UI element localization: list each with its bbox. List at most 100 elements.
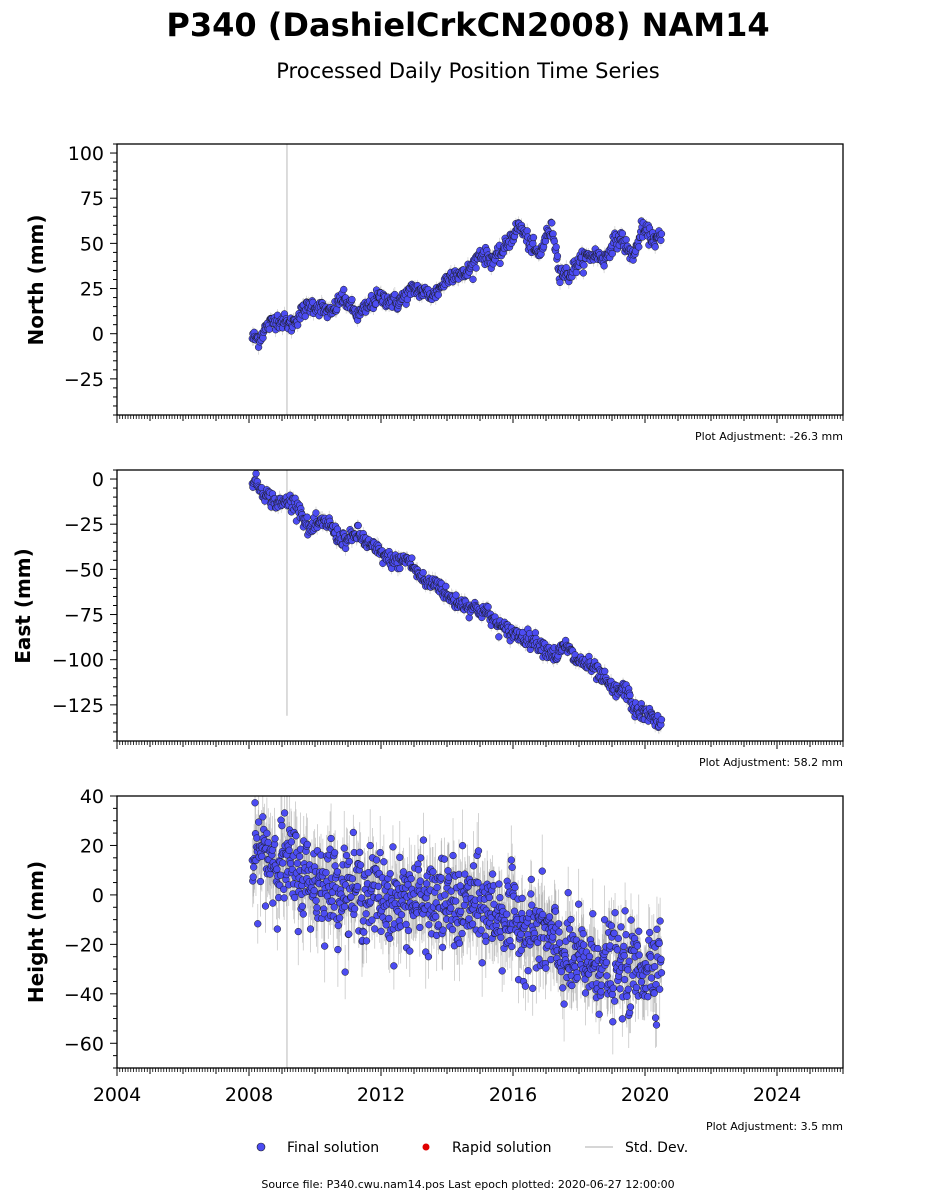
data-point bbox=[249, 873, 257, 881]
data-point bbox=[380, 858, 388, 866]
y-tick-label: −75 bbox=[64, 605, 104, 627]
data-point bbox=[614, 934, 622, 943]
data-point bbox=[312, 509, 320, 517]
data-point bbox=[620, 952, 628, 960]
data-point bbox=[635, 951, 643, 959]
y-axis-label: East (mm) bbox=[11, 548, 35, 664]
data-point bbox=[527, 890, 535, 898]
data-point bbox=[539, 910, 547, 919]
data-point bbox=[334, 945, 342, 954]
data-point bbox=[419, 836, 428, 844]
data-point bbox=[330, 903, 338, 911]
data-point bbox=[594, 944, 602, 953]
data-point bbox=[646, 953, 655, 961]
y-axis-label: North (mm) bbox=[24, 214, 48, 345]
data-point bbox=[333, 868, 342, 876]
data-point bbox=[616, 985, 624, 993]
data-point bbox=[285, 846, 293, 854]
data-point bbox=[258, 852, 266, 860]
data-point bbox=[250, 863, 258, 871]
data-point bbox=[419, 568, 427, 577]
data-point bbox=[528, 901, 536, 909]
data-point bbox=[508, 863, 516, 871]
data-point bbox=[294, 927, 302, 936]
data-point bbox=[448, 926, 457, 934]
data-point bbox=[617, 923, 625, 931]
data-point bbox=[253, 834, 261, 842]
data-point bbox=[362, 937, 371, 945]
chart-title: P340 (DashielCrkCN2008) NAM14 bbox=[166, 6, 769, 44]
data-point bbox=[519, 628, 527, 637]
data-series bbox=[248, 216, 666, 355]
data-point bbox=[263, 829, 271, 837]
north-panel: −25 0 25 50 75 100 North (mm) bbox=[24, 143, 844, 423]
data-point bbox=[551, 907, 560, 915]
y-tick-label: 0 bbox=[92, 469, 104, 491]
data-point bbox=[345, 857, 353, 866]
data-point bbox=[434, 291, 442, 299]
data-point bbox=[386, 870, 394, 878]
data-point bbox=[357, 894, 366, 902]
data-point bbox=[554, 920, 563, 928]
data-point bbox=[321, 942, 329, 950]
data-point bbox=[396, 564, 404, 573]
data-point bbox=[503, 910, 511, 918]
data-point bbox=[507, 856, 515, 864]
data-point bbox=[457, 907, 465, 916]
data-point bbox=[581, 975, 589, 983]
data-point bbox=[374, 882, 383, 891]
data-point bbox=[372, 856, 381, 864]
data-point bbox=[362, 910, 370, 918]
data-point bbox=[251, 799, 259, 807]
data-point bbox=[259, 813, 267, 821]
data-point bbox=[610, 997, 619, 1005]
data-point bbox=[404, 881, 412, 889]
y-tick-label: −25 bbox=[64, 369, 104, 391]
y-tick-label: −50 bbox=[64, 559, 104, 581]
data-point bbox=[647, 974, 656, 982]
data-point bbox=[347, 893, 355, 901]
data-point bbox=[646, 928, 654, 937]
data-point bbox=[545, 913, 554, 921]
data-point bbox=[433, 883, 441, 892]
data-point bbox=[313, 904, 321, 912]
data-point bbox=[280, 894, 288, 902]
data-point bbox=[498, 967, 506, 975]
data-point bbox=[580, 941, 588, 949]
data-point bbox=[452, 897, 460, 905]
data-point bbox=[568, 981, 576, 990]
data-point bbox=[557, 967, 566, 976]
data-point bbox=[496, 894, 504, 902]
data-point bbox=[624, 985, 632, 993]
data-point bbox=[564, 889, 572, 897]
data-point bbox=[523, 227, 531, 235]
data-point bbox=[465, 915, 473, 923]
data-point bbox=[382, 921, 390, 929]
data-point bbox=[625, 957, 633, 965]
data-point bbox=[468, 920, 477, 928]
data-point bbox=[429, 868, 437, 876]
data-point bbox=[465, 614, 473, 622]
data-point bbox=[390, 962, 398, 970]
data-point bbox=[340, 844, 348, 852]
data-point bbox=[303, 513, 311, 521]
data-point bbox=[377, 927, 385, 935]
data-point bbox=[609, 984, 617, 992]
data-point bbox=[555, 939, 564, 947]
y-tick-label: 0 bbox=[92, 324, 104, 346]
data-point bbox=[511, 883, 519, 892]
data-point bbox=[527, 875, 535, 884]
data-point bbox=[477, 926, 485, 934]
data-point bbox=[485, 893, 494, 902]
data-point bbox=[610, 929, 618, 937]
data-point bbox=[254, 920, 262, 928]
data-point bbox=[366, 841, 374, 850]
data-point bbox=[391, 290, 399, 299]
data-point bbox=[442, 582, 450, 590]
data-point bbox=[601, 667, 609, 675]
data-point bbox=[624, 966, 632, 974]
data-point bbox=[407, 875, 415, 883]
data-point bbox=[295, 852, 304, 861]
data-point bbox=[626, 1003, 635, 1011]
data-point bbox=[351, 905, 359, 913]
